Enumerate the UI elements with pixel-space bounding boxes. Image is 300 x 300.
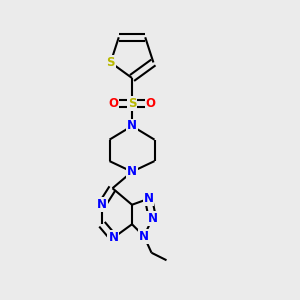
Text: S: S (128, 97, 136, 110)
Text: O: O (108, 97, 118, 110)
Text: S: S (106, 56, 115, 69)
Text: N: N (127, 119, 137, 133)
Text: N: N (127, 165, 137, 178)
Text: N: N (147, 212, 158, 225)
Text: O: O (146, 97, 156, 110)
Text: N: N (97, 198, 107, 211)
Text: N: N (139, 230, 149, 243)
Text: N: N (108, 231, 118, 244)
Text: N: N (143, 192, 154, 205)
